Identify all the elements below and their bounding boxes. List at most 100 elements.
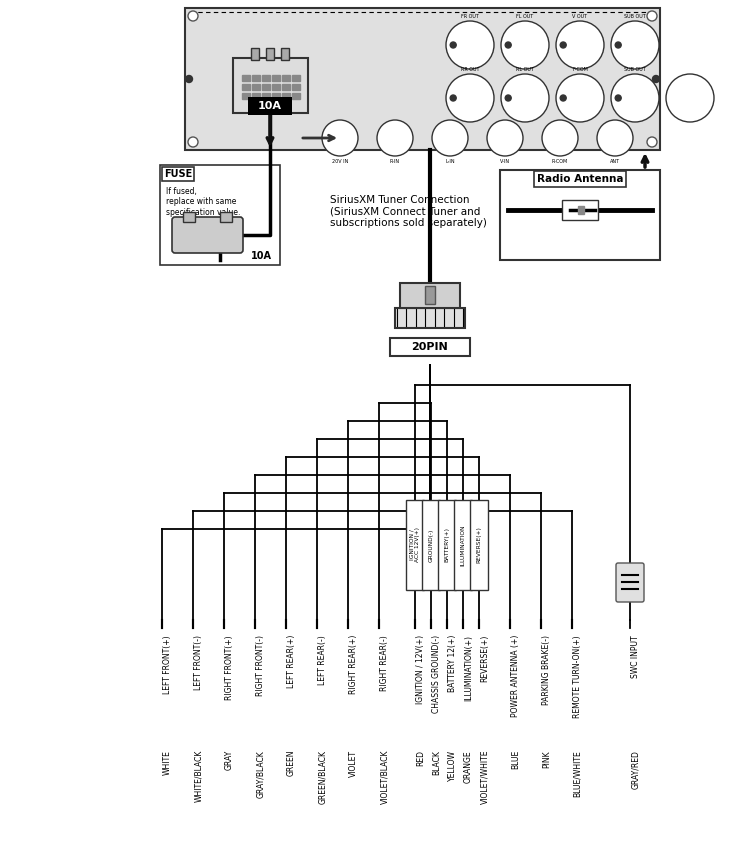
Bar bbox=[266, 47, 274, 59]
Bar bbox=[281, 47, 289, 59]
Bar bbox=[282, 84, 290, 90]
Circle shape bbox=[186, 75, 192, 82]
Text: RL OUT: RL OUT bbox=[516, 67, 534, 72]
Circle shape bbox=[542, 120, 578, 156]
Bar bbox=[500, 170, 660, 260]
Bar bbox=[232, 57, 308, 112]
Text: R-COM: R-COM bbox=[552, 159, 568, 164]
Bar bbox=[578, 206, 584, 214]
Bar bbox=[292, 84, 300, 90]
Text: F-COM: F-COM bbox=[572, 67, 588, 72]
Text: If fused,
replace with same
specification value.: If fused, replace with same specificatio… bbox=[166, 187, 240, 217]
Text: CHASSIS GROUND(-): CHASSIS GROUND(-) bbox=[432, 635, 441, 713]
Text: IGNITION / 12V(+): IGNITION / 12V(+) bbox=[416, 635, 425, 704]
Bar bbox=[282, 75, 290, 81]
Bar bbox=[252, 84, 260, 90]
Text: RR OUT: RR OUT bbox=[461, 67, 480, 72]
Circle shape bbox=[188, 137, 198, 147]
Text: ANT: ANT bbox=[610, 159, 620, 164]
Text: IGNITION /
ACC 12V(+): IGNITION / ACC 12V(+) bbox=[410, 528, 420, 562]
Text: WHITE: WHITE bbox=[163, 750, 172, 775]
Text: BLUE: BLUE bbox=[511, 750, 520, 770]
FancyBboxPatch shape bbox=[616, 563, 644, 602]
Circle shape bbox=[647, 137, 657, 147]
Circle shape bbox=[487, 120, 523, 156]
Text: LEFT FRONT(+): LEFT FRONT(+) bbox=[163, 635, 172, 693]
Text: BATTERY 12(+): BATTERY 12(+) bbox=[448, 635, 457, 692]
Text: PARKING BRAKE(-): PARKING BRAKE(-) bbox=[542, 635, 551, 705]
Bar bbox=[272, 93, 280, 99]
Bar bbox=[248, 97, 292, 115]
Text: GREEN: GREEN bbox=[287, 750, 296, 776]
Text: RIGHT FRONT(-): RIGHT FRONT(-) bbox=[256, 635, 265, 696]
Circle shape bbox=[611, 21, 659, 69]
Circle shape bbox=[560, 42, 566, 48]
Bar bbox=[160, 165, 280, 265]
Circle shape bbox=[446, 21, 494, 69]
Bar bbox=[272, 84, 280, 90]
Circle shape bbox=[188, 11, 198, 21]
Text: GROUND(-): GROUND(-) bbox=[428, 528, 434, 561]
Text: L-IN: L-IN bbox=[445, 159, 455, 164]
Text: PINK: PINK bbox=[542, 750, 551, 768]
Circle shape bbox=[556, 74, 604, 122]
Bar bbox=[562, 200, 598, 220]
Bar bbox=[422, 500, 440, 590]
Text: VIOLET/WHITE: VIOLET/WHITE bbox=[480, 750, 489, 805]
Bar bbox=[454, 500, 472, 590]
Text: BATTERY(+): BATTERY(+) bbox=[445, 528, 449, 562]
Text: POWER ANTENNA (+): POWER ANTENNA (+) bbox=[511, 635, 520, 717]
Circle shape bbox=[322, 120, 358, 156]
Bar bbox=[262, 75, 270, 81]
Bar bbox=[470, 500, 488, 590]
Text: SiriusXM Tuner Connection
(SiriusXM Connect Tuner and
subscriptions sold separat: SiriusXM Tuner Connection (SiriusXM Conn… bbox=[330, 195, 487, 228]
Text: REVERSE(+): REVERSE(+) bbox=[477, 526, 482, 563]
Bar bbox=[406, 500, 424, 590]
Bar bbox=[292, 93, 300, 99]
Text: GREEN/BLACK: GREEN/BLACK bbox=[318, 750, 327, 804]
Text: REVERSE(+): REVERSE(+) bbox=[480, 635, 489, 682]
Text: FL OUT: FL OUT bbox=[517, 14, 534, 19]
Bar bbox=[438, 500, 456, 590]
Bar bbox=[262, 84, 270, 90]
Circle shape bbox=[666, 74, 714, 122]
Text: ILLUMINATION(+): ILLUMINATION(+) bbox=[464, 635, 473, 701]
Bar bbox=[272, 75, 280, 81]
Text: V-IN: V-IN bbox=[500, 159, 510, 164]
Bar bbox=[252, 93, 260, 99]
Text: SUB OUT: SUB OUT bbox=[624, 67, 646, 72]
Text: FUSE: FUSE bbox=[164, 169, 192, 179]
Text: R-IN: R-IN bbox=[390, 159, 400, 164]
Bar bbox=[425, 285, 435, 303]
Bar bbox=[242, 75, 250, 81]
Circle shape bbox=[450, 42, 456, 48]
Circle shape bbox=[505, 95, 511, 101]
Text: 10A: 10A bbox=[258, 100, 282, 111]
Circle shape bbox=[615, 95, 621, 101]
Circle shape bbox=[556, 21, 604, 69]
Circle shape bbox=[597, 120, 633, 156]
Text: RIGHT REAR(-): RIGHT REAR(-) bbox=[380, 635, 389, 691]
Circle shape bbox=[501, 21, 549, 69]
Text: ORANGE: ORANGE bbox=[464, 750, 473, 782]
Bar bbox=[282, 93, 290, 99]
Text: FR OUT: FR OUT bbox=[461, 14, 479, 19]
Text: VIOLET/BLACK: VIOLET/BLACK bbox=[380, 750, 389, 805]
Text: BLUE/WHITE: BLUE/WHITE bbox=[573, 750, 582, 797]
Circle shape bbox=[647, 11, 657, 21]
Circle shape bbox=[653, 75, 659, 82]
Circle shape bbox=[446, 74, 494, 122]
Circle shape bbox=[501, 74, 549, 122]
Text: VIOLET: VIOLET bbox=[349, 750, 358, 777]
Text: RED: RED bbox=[416, 750, 425, 766]
Text: V OUT: V OUT bbox=[573, 14, 588, 19]
Bar bbox=[400, 283, 460, 308]
Text: 10A: 10A bbox=[251, 251, 272, 261]
FancyBboxPatch shape bbox=[172, 217, 243, 253]
Bar bbox=[242, 84, 250, 90]
Circle shape bbox=[560, 95, 566, 101]
Text: REMOTE TURN-ON(+): REMOTE TURN-ON(+) bbox=[573, 635, 582, 717]
Text: WHITE/BLACK: WHITE/BLACK bbox=[194, 750, 203, 802]
Circle shape bbox=[611, 74, 659, 122]
Text: GRAY/RED: GRAY/RED bbox=[631, 750, 640, 789]
